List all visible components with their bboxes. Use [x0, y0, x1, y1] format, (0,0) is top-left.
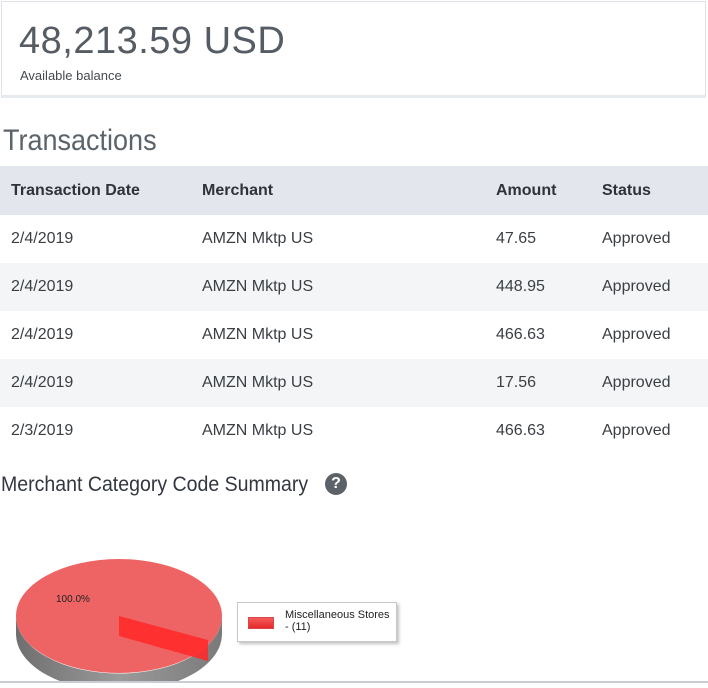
- table-row[interactable]: 2/4/2019 AMZN Mktp US 448.95 Approved: [0, 263, 708, 311]
- cell-status: Approved: [602, 215, 708, 263]
- mcc-summary-title: Merchant Category Code Summary: [1, 473, 309, 496]
- pie-slice-seam: [119, 616, 208, 661]
- cell-date: 2/3/2019: [0, 407, 202, 455]
- mcc-pie-chart: 100.0%: [0, 540, 240, 688]
- column-header-status[interactable]: Status: [602, 166, 708, 215]
- column-header-merchant[interactable]: Merchant: [202, 166, 496, 215]
- cell-status: Approved: [602, 359, 708, 407]
- cell-amount: 47.65: [496, 215, 602, 263]
- question-circle-icon[interactable]: ?: [325, 473, 347, 495]
- table-row[interactable]: 2/4/2019 AMZN Mktp US 466.63 Approved: [0, 311, 708, 359]
- cell-amount: 448.95: [496, 263, 602, 311]
- cell-merchant: AMZN Mktp US: [202, 407, 496, 455]
- table-row[interactable]: 2/4/2019 AMZN Mktp US 47.65 Approved: [0, 215, 708, 263]
- legend-label-miscellaneous-stores: Miscellaneous Stores - (11): [285, 609, 390, 633]
- table-header-row: Transaction Date Merchant Amount Status: [0, 166, 708, 215]
- cell-status: Approved: [602, 263, 708, 311]
- cell-merchant: AMZN Mktp US: [202, 359, 496, 407]
- chart-legend: Miscellaneous Stores - (11): [237, 602, 397, 642]
- cell-date: 2/4/2019: [0, 311, 202, 359]
- table-row[interactable]: 2/3/2019 AMZN Mktp US 466.63 Approved: [0, 407, 708, 455]
- cell-date: 2/4/2019: [0, 263, 202, 311]
- transactions-title: Transactions: [3, 124, 157, 157]
- cell-status: Approved: [602, 311, 708, 359]
- legend-swatch-miscellaneous-stores: [248, 617, 274, 629]
- column-header-date[interactable]: Transaction Date: [0, 166, 202, 215]
- cell-merchant: AMZN Mktp US: [202, 311, 496, 359]
- column-header-amount[interactable]: Amount: [496, 166, 602, 215]
- cell-merchant: AMZN Mktp US: [202, 215, 496, 263]
- cell-amount: 466.63: [496, 311, 602, 359]
- cell-amount: 466.63: [496, 407, 602, 455]
- balance-card: 48,213.59 USD Available balance: [1, 1, 706, 98]
- cell-date: 2/4/2019: [0, 359, 202, 407]
- page-divider: [0, 681, 708, 683]
- transactions-table: Transaction Date Merchant Amount Status …: [0, 166, 708, 455]
- pie-slice-label: 100.0%: [56, 594, 90, 605]
- table-row[interactable]: 2/4/2019 AMZN Mktp US 17.56 Approved: [0, 359, 708, 407]
- pie-slice-side: [16, 616, 222, 688]
- balance-amount: 48,213.59 USD: [19, 20, 286, 62]
- cell-status: Approved: [602, 407, 708, 455]
- balance-label: Available balance: [20, 68, 122, 83]
- pie-chart-svg: 100.0%: [16, 559, 222, 688]
- cell-merchant: AMZN Mktp US: [202, 263, 496, 311]
- cell-date: 2/4/2019: [0, 215, 202, 263]
- cell-amount: 17.56: [496, 359, 602, 407]
